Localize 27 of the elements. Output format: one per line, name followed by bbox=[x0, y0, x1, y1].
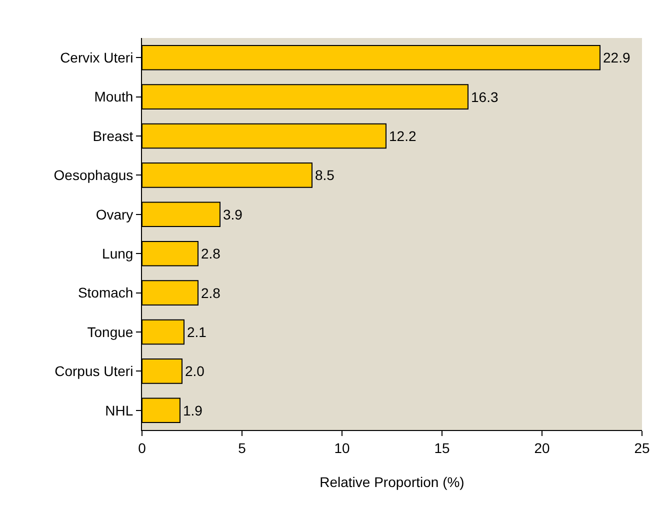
y-tick-label: Ovary bbox=[96, 206, 134, 222]
data-label: 2.8 bbox=[201, 284, 221, 301]
y-tick-label: Corpus Uteri bbox=[54, 363, 134, 380]
data-label: 2.0 bbox=[185, 363, 205, 380]
y-tick-label: Oesophagus bbox=[54, 167, 134, 184]
data-label: 3.9 bbox=[223, 206, 243, 222]
x-tick-label: 5 bbox=[238, 440, 246, 456]
y-tick-label: Lung bbox=[102, 246, 134, 262]
data-label: 2.1 bbox=[187, 324, 207, 340]
y-tick-label: Mouth bbox=[94, 88, 134, 105]
y-tick-label: Breast bbox=[92, 128, 134, 144]
x-tick-label: 15 bbox=[434, 440, 450, 456]
y-tick-label: NHL bbox=[105, 402, 134, 418]
x-tick-label: 20 bbox=[534, 440, 550, 456]
x-axis-title: Relative Proportion (%) bbox=[320, 474, 464, 490]
data-label: 12.2 bbox=[389, 128, 416, 144]
data-label: 16.3 bbox=[471, 88, 498, 105]
data-label: 22.9 bbox=[603, 50, 630, 66]
y-tick-label: Cervix Uteri bbox=[60, 50, 134, 66]
y-tick-label: Tongue bbox=[87, 324, 134, 340]
data-label: 8.5 bbox=[315, 167, 335, 184]
x-tick-label: 25 bbox=[634, 440, 650, 456]
y-tick-label: Stomach bbox=[78, 284, 134, 301]
x-tick-label: 10 bbox=[334, 440, 350, 456]
data-label: 1.9 bbox=[183, 402, 203, 418]
data-label: 2.8 bbox=[201, 246, 221, 262]
x-tick-label: 0 bbox=[138, 440, 146, 456]
